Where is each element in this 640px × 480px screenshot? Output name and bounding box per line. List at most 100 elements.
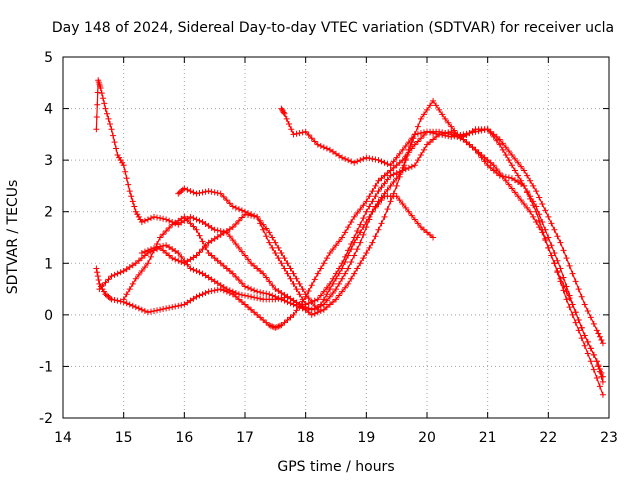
data-point: [454, 132, 461, 139]
data-point: [521, 182, 528, 189]
data-point: [199, 291, 206, 298]
data-point: [205, 249, 212, 256]
data-point: [472, 146, 479, 153]
data-point: [402, 204, 409, 211]
data-point: [351, 252, 358, 259]
data-point: [111, 297, 118, 304]
data-point: [354, 265, 361, 272]
data-point: [445, 119, 452, 126]
data-point: [466, 141, 473, 148]
data-point: [378, 158, 385, 165]
x-tick-label: 17: [236, 430, 254, 446]
data-point: [354, 210, 361, 217]
data-point: [323, 145, 330, 152]
data-point: [360, 202, 367, 209]
data-point: [393, 175, 400, 182]
data-point: [214, 280, 221, 287]
data-point: [323, 304, 330, 311]
data-point: [542, 207, 549, 214]
data-point: [187, 265, 194, 272]
data-point: [502, 177, 509, 184]
data-point: [132, 275, 139, 282]
data-point: [354, 158, 361, 165]
data-point: [317, 301, 324, 308]
data-point: [557, 239, 564, 246]
data-point: [499, 146, 506, 153]
data-point: [345, 280, 352, 287]
data-point: [417, 151, 424, 158]
x-tick-label: 15: [115, 430, 133, 446]
data-point: [366, 155, 373, 162]
data-point: [311, 297, 318, 304]
data-point: [563, 255, 570, 262]
data-point: [578, 335, 585, 342]
data-point: [138, 306, 145, 313]
data-point: [436, 106, 443, 113]
data-point: [187, 220, 194, 227]
y-tick-label: 0: [44, 308, 53, 324]
data-point: [311, 302, 318, 309]
data-point: [363, 208, 370, 215]
series-line: [95, 80, 434, 311]
data-point: [442, 115, 449, 122]
data-point: [269, 282, 276, 289]
data-point: [205, 288, 212, 295]
data-point: [490, 131, 497, 138]
data-point: [147, 215, 154, 222]
data-point: [484, 162, 491, 169]
data-point: [202, 188, 209, 195]
data-point: [238, 207, 245, 214]
data-point: [208, 288, 215, 295]
data-point: [595, 362, 602, 369]
data-point: [433, 102, 440, 109]
data-point: [184, 299, 191, 306]
data-point: [308, 311, 315, 318]
data-point: [548, 242, 555, 249]
data-point: [105, 115, 112, 122]
data-point: [354, 234, 361, 241]
data-point: [305, 300, 312, 307]
data-point: [93, 126, 100, 133]
data-point: [375, 157, 382, 164]
data-point: [296, 280, 303, 287]
data-point: [117, 298, 124, 305]
data-point: [405, 139, 412, 146]
data-point: [381, 159, 388, 166]
data-point: [596, 366, 603, 373]
data-point: [311, 138, 318, 145]
data-point: [575, 286, 582, 293]
data-point: [178, 253, 185, 260]
data-point: [339, 288, 346, 295]
data-point: [569, 301, 576, 308]
data-point: [378, 175, 385, 182]
data-point: [278, 296, 285, 303]
data-point: [254, 311, 261, 318]
data-point: [472, 128, 479, 135]
x-tick-label: 14: [54, 430, 72, 446]
data-point: [420, 226, 427, 233]
data-point: [184, 186, 191, 193]
series-line: [141, 99, 604, 396]
data-point: [193, 226, 200, 233]
data-point: [369, 239, 376, 246]
data-point: [530, 213, 537, 220]
data-point: [360, 224, 367, 231]
data-point: [299, 129, 306, 136]
data-point: [408, 135, 415, 142]
data-point: [308, 298, 315, 305]
data-point: [94, 273, 101, 280]
data-point: [411, 216, 418, 223]
data-point: [154, 240, 161, 247]
y-tick-label: 5: [44, 50, 53, 66]
data-point: [348, 158, 355, 165]
data-point: [196, 190, 203, 197]
data-point: [211, 235, 218, 242]
data-point: [487, 159, 494, 166]
data-point: [163, 216, 170, 223]
data-point: [326, 249, 333, 256]
data-point: [226, 200, 233, 207]
data-point: [181, 213, 188, 220]
data-point: [120, 296, 127, 303]
